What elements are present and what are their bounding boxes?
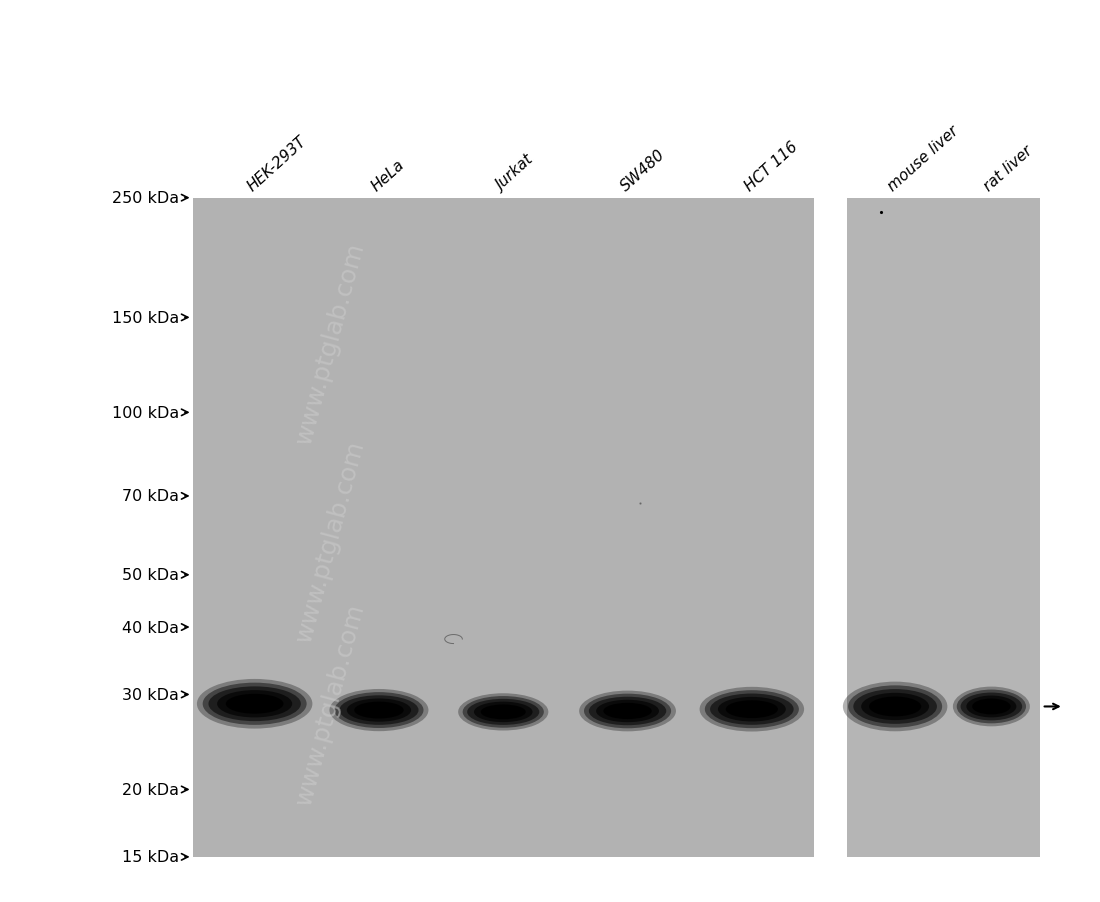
- Ellipse shape: [330, 689, 429, 732]
- Ellipse shape: [957, 690, 1026, 723]
- Text: 250 kDa: 250 kDa: [112, 191, 188, 206]
- Ellipse shape: [966, 695, 1016, 718]
- Text: HeLa: HeLa: [368, 157, 408, 194]
- Text: www.ptglab.com: www.ptglab.com: [292, 437, 368, 645]
- Text: 150 kDa: 150 kDa: [112, 310, 188, 326]
- Text: 20 kDa: 20 kDa: [122, 782, 188, 797]
- Ellipse shape: [588, 697, 667, 725]
- Ellipse shape: [197, 679, 312, 729]
- Ellipse shape: [209, 686, 300, 722]
- Text: 50 kDa: 50 kDa: [122, 567, 188, 583]
- Ellipse shape: [346, 699, 411, 722]
- Ellipse shape: [481, 704, 526, 720]
- Ellipse shape: [726, 701, 778, 718]
- Ellipse shape: [474, 702, 532, 723]
- Ellipse shape: [339, 695, 418, 725]
- Text: Jurkat: Jurkat: [493, 153, 537, 194]
- Ellipse shape: [603, 703, 651, 719]
- Ellipse shape: [468, 699, 539, 725]
- Text: 15 kDa: 15 kDa: [122, 850, 188, 864]
- Ellipse shape: [848, 686, 942, 728]
- Bar: [847, 198, 1040, 857]
- Text: mouse liver: mouse liver: [886, 124, 961, 194]
- Ellipse shape: [972, 699, 1011, 714]
- Ellipse shape: [711, 694, 794, 725]
- Ellipse shape: [217, 690, 293, 718]
- Ellipse shape: [953, 686, 1030, 726]
- Text: 100 kDa: 100 kDa: [112, 405, 188, 420]
- Text: 40 kDa: 40 kDa: [122, 620, 188, 635]
- Text: HCT 116: HCT 116: [741, 139, 801, 194]
- Ellipse shape: [861, 693, 930, 721]
- Ellipse shape: [579, 691, 675, 732]
- Text: 30 kDa: 30 kDa: [122, 687, 188, 702]
- Ellipse shape: [960, 693, 1022, 721]
- Ellipse shape: [700, 687, 804, 732]
- Ellipse shape: [458, 694, 548, 731]
- Text: 70 kDa: 70 kDa: [122, 489, 188, 504]
- Ellipse shape: [596, 700, 659, 723]
- Bar: [192, 198, 814, 857]
- Ellipse shape: [202, 683, 307, 725]
- Text: www.ptglab.com: www.ptglab.com: [292, 600, 368, 807]
- Text: SW480: SW480: [617, 147, 668, 194]
- Text: rat liver: rat liver: [981, 143, 1036, 194]
- Ellipse shape: [584, 694, 671, 729]
- Ellipse shape: [226, 694, 284, 713]
- Ellipse shape: [334, 693, 424, 728]
- Text: www.ptglab.com: www.ptglab.com: [292, 239, 368, 446]
- Ellipse shape: [705, 690, 799, 728]
- Ellipse shape: [854, 689, 937, 724]
- Ellipse shape: [869, 696, 922, 716]
- Ellipse shape: [843, 682, 947, 732]
- Ellipse shape: [718, 697, 785, 722]
- Ellipse shape: [463, 696, 543, 728]
- Text: HEK-293T: HEK-293T: [244, 133, 309, 194]
- Ellipse shape: [354, 702, 404, 719]
